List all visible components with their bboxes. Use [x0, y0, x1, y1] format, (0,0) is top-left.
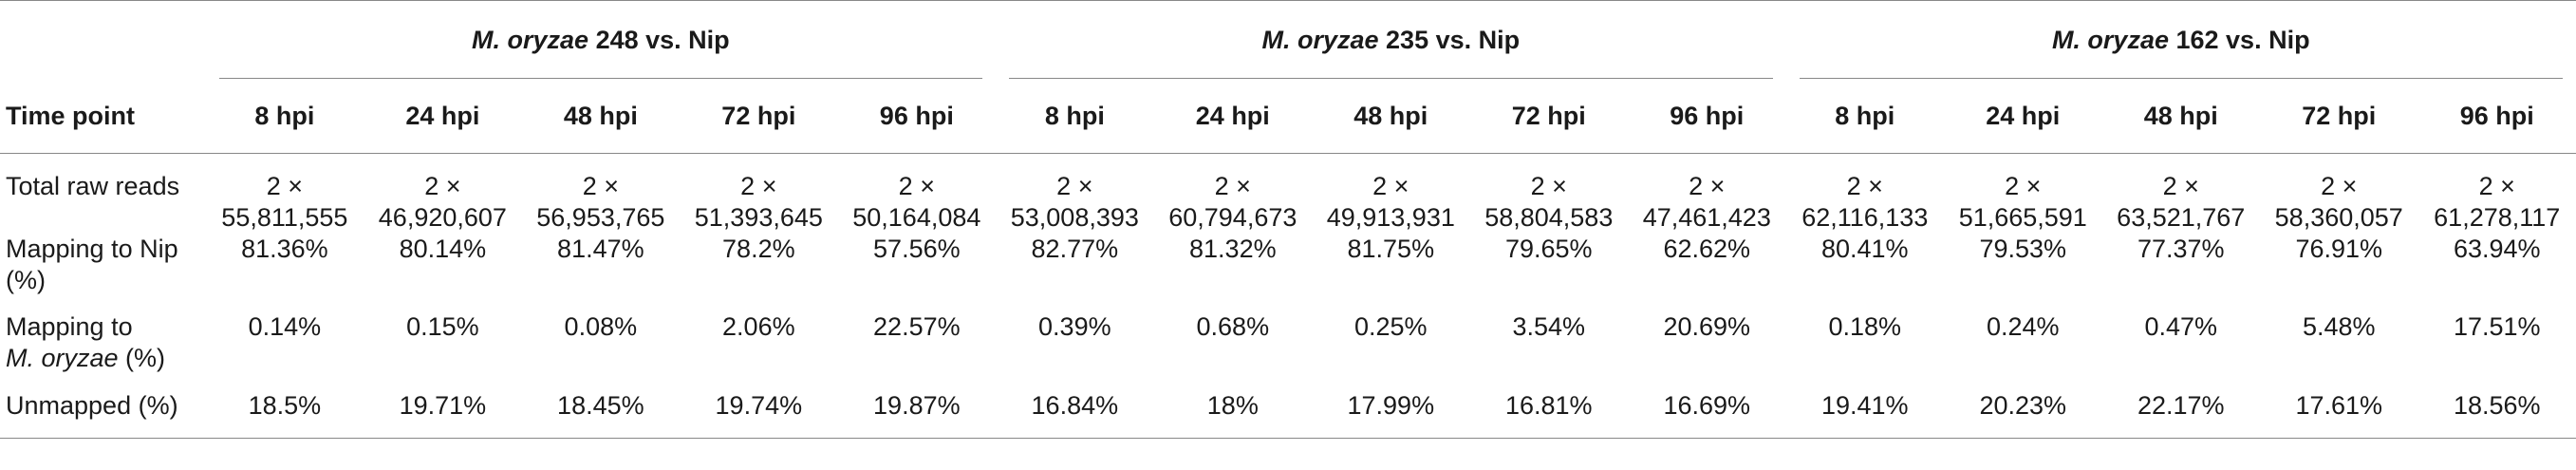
group-species: M. oryzae: [2051, 26, 2169, 54]
table-cell: 16.69%: [1628, 390, 1786, 439]
table-cell: 62.62%: [1663, 235, 1751, 263]
table-cell: 2 × 58,360,057: [2274, 172, 2403, 232]
table-cell: 5.48%: [2302, 312, 2376, 341]
table-row-mapping-to-m-oryzae: Mapping to M. oryzae (%) 0.14% 0.15% 0.08…: [0, 311, 2576, 390]
time-point-header-row: Time point 8 hpi 24 hpi 48 hpi 72 hpi 96…: [0, 79, 2576, 154]
table-row-mapping-to-nip: Mapping to Nip (%) 81.36% 80.14% 81.47% 7…: [0, 234, 2576, 311]
table-cell: 2 × 62,116,133: [1801, 172, 1929, 232]
group-header-235: M. oryzae 235 vs. Nip: [996, 0, 1785, 79]
group-species: M. oryzae: [472, 26, 589, 54]
row-label: Mapping to Nip (%): [6, 235, 178, 294]
table-cell: 80.14%: [399, 235, 487, 263]
group-header-row: M. oryzae 248 vs. Nip M. oryzae 235 vs. …: [0, 0, 2576, 79]
time-point-header: 96 hpi: [1628, 79, 1786, 154]
table-cell: 79.53%: [1979, 235, 2067, 263]
time-point-header: 24 hpi: [1153, 79, 1313, 154]
table-cell: 2 × 51,665,591: [1958, 172, 2087, 232]
table-cell: 2 × 56,953,765: [536, 172, 665, 232]
time-point-header: 24 hpi: [1944, 79, 2102, 154]
table-row-total-raw-reads: Total raw reads 2 × 55,811,555 2 × 46,920,…: [0, 154, 2576, 235]
row-label: Mapping to M. oryzae (%): [6, 312, 166, 372]
table-cell: 78.2%: [722, 235, 795, 263]
group-header-248: M. oryzae 248 vs. Nip: [206, 0, 996, 79]
time-point-header: 72 hpi: [1469, 79, 1629, 154]
table-cell: 2 × 63,521,767: [2117, 172, 2246, 232]
group-strain: 162 vs. Nip: [2168, 26, 2310, 54]
table-cell: 0.18%: [1828, 312, 1902, 341]
table-cell: 22.17%: [2101, 390, 2260, 439]
table-cell: 16.84%: [996, 390, 1154, 439]
table-cell: 0.14%: [248, 312, 322, 341]
mapping-statistics-table: M. oryzae 248 vs. Nip M. oryzae 235 vs. …: [0, 0, 2576, 439]
table-cell: 2 × 53,008,393: [1010, 172, 1139, 232]
table-cell: 2 × 55,811,555: [221, 172, 348, 232]
time-point-header: 72 hpi: [680, 79, 838, 154]
table-cell: 17.99%: [1312, 390, 1470, 439]
time-point-header: 8 hpi: [1785, 79, 1945, 154]
time-point-header: 24 hpi: [364, 79, 522, 154]
table-cell: 79.65%: [1504, 235, 1593, 263]
table-cell: 19.74%: [680, 390, 838, 439]
table-cell: 22.57%: [873, 312, 961, 341]
group-strain: 248 vs. Nip: [588, 26, 730, 54]
table-cell: 2 × 61,278,117: [2434, 172, 2561, 232]
table-cell: 19.71%: [364, 390, 522, 439]
table-cell: 2 × 51,393,645: [694, 172, 823, 232]
table-cell: 0.47%: [2144, 312, 2218, 341]
table-cell: 2 × 50,164,084: [852, 172, 981, 232]
table-cell: 81.36%: [241, 235, 328, 263]
time-point-header: 48 hpi: [521, 79, 681, 154]
time-point-header: 8 hpi: [205, 79, 364, 154]
table-cell: 80.41%: [1820, 235, 1909, 263]
time-point-header: 96 hpi: [2417, 79, 2576, 154]
table-cell: 19.87%: [837, 390, 997, 439]
table-cell: 0.68%: [1196, 312, 1270, 341]
table-cell: 0.25%: [1354, 312, 1428, 341]
group-header-162: M. oryzae 162 vs. Nip: [1786, 0, 2576, 79]
table-cell: 18.45%: [521, 390, 681, 439]
table-cell: 2 × 58,804,583: [1484, 172, 1614, 232]
table-cell: 76.91%: [2295, 235, 2383, 263]
table-cell: 19.41%: [1785, 390, 1945, 439]
table-cell: 17.61%: [2259, 390, 2418, 439]
time-point-header: 96 hpi: [837, 79, 997, 154]
row-label: Unmapped (%): [0, 390, 206, 439]
table-row-unmapped: Unmapped (%) 18.5% 19.71% 18.45% 19.74% …: [0, 390, 2576, 439]
table-cell: 81.47%: [557, 235, 644, 263]
time-point-header: 72 hpi: [2259, 79, 2418, 154]
time-point-header: 48 hpi: [1312, 79, 1470, 154]
table-cell: 2 × 60,794,673: [1168, 172, 1297, 232]
table-cell: 77.37%: [2137, 235, 2225, 263]
table-cell: 3.54%: [1512, 312, 1586, 341]
table-cell: 0.39%: [1038, 312, 1111, 341]
table-cell: 2 × 49,913,931: [1326, 172, 1455, 232]
table-cell: 2 × 46,920,607: [378, 172, 507, 232]
time-point-header: 48 hpi: [2101, 79, 2260, 154]
table-cell: 0.08%: [564, 312, 638, 341]
table-cell: 20.23%: [1944, 390, 2102, 439]
row-header-label: Time point: [0, 79, 206, 154]
table-cell: 18%: [1153, 390, 1313, 439]
top-rule: [0, 0, 2576, 1]
table-cell: 2.06%: [722, 312, 795, 341]
table-cell: 81.75%: [1347, 235, 1435, 263]
table-cell: 57.56%: [873, 235, 961, 263]
table-cell: 18.5%: [205, 390, 364, 439]
table-cell: 0.24%: [1986, 312, 2060, 341]
group-header-blank: [0, 0, 206, 79]
table-cell: 82.77%: [1031, 235, 1119, 263]
table-cell: 16.81%: [1469, 390, 1629, 439]
table-cell: 17.51%: [2453, 312, 2541, 341]
time-point-header: 8 hpi: [996, 79, 1154, 154]
table-cell: 2 × 47,461,423: [1642, 172, 1771, 232]
table-cell: 20.69%: [1663, 312, 1751, 341]
table-cell: 18.56%: [2417, 390, 2576, 439]
group-species: M. oryzae: [1261, 26, 1379, 54]
row-label: Total raw reads: [6, 172, 180, 200]
table-cell: 81.32%: [1189, 235, 1277, 263]
group-strain: 235 vs. Nip: [1378, 26, 1521, 54]
table-cell: 63.94%: [2453, 235, 2541, 263]
table-cell: 0.15%: [406, 312, 479, 341]
